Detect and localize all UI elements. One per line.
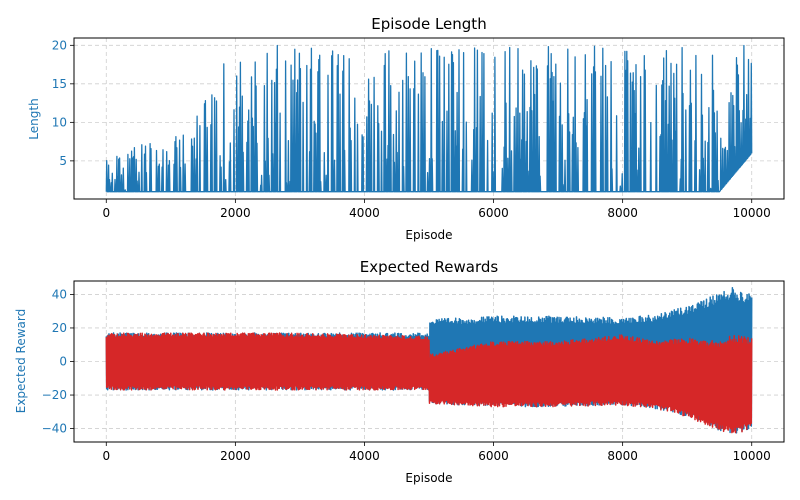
x-tick-label: 8000 (607, 206, 638, 220)
y-tick-label: −20 (42, 388, 67, 402)
x-tick-label: 4000 (349, 449, 380, 463)
y-axis-label: Expected Reward (14, 309, 28, 414)
series-line (105, 44, 753, 193)
series-group (105, 287, 753, 434)
subplot-episode-length: Episode Length 0 2000 4000 6000 8000 10000 5 1… (27, 15, 785, 242)
y-ticks: −40 −20 0 20 40 (42, 287, 74, 436)
x-tick-label: 8000 (607, 449, 638, 463)
x-tick-label: 2000 (220, 449, 251, 463)
y-axis-label: Length (27, 98, 41, 139)
x-tick-label: 10000 (733, 206, 771, 220)
y-tick-label: 0 (59, 355, 67, 369)
chart-title: Expected Rewards (360, 258, 499, 276)
series-line (105, 332, 753, 434)
x-axis-label: Episode (405, 228, 452, 242)
x-axis-label: Episode (405, 471, 452, 485)
series-group (105, 44, 753, 193)
x-tick-label: 0 (102, 449, 110, 463)
x-tick-label: 4000 (349, 206, 380, 220)
y-ticks: 5 10 15 20 (52, 38, 74, 168)
chart-title: Episode Length (371, 15, 486, 33)
axes-frame (73, 37, 785, 200)
y-tick-label: 40 (52, 287, 67, 301)
y-tick-label: 5 (59, 154, 67, 168)
y-tick-label: 10 (52, 115, 67, 129)
x-ticks: 0 2000 4000 6000 8000 10000 (102, 442, 771, 463)
x-tick-label: 6000 (478, 206, 509, 220)
subplot-expected-rewards: Expected Rewards 0 2000 4000 6000 8000 10000 … (14, 258, 785, 485)
y-tick-label: −40 (42, 422, 67, 436)
y-tick-label: 15 (52, 77, 67, 91)
x-tick-label: 10000 (733, 449, 771, 463)
x-tick-label: 6000 (478, 449, 509, 463)
y-tick-label: 20 (52, 38, 67, 52)
x-ticks: 0 2000 4000 6000 8000 10000 (102, 199, 771, 220)
x-tick-label: 0 (102, 206, 110, 220)
x-tick-label: 2000 (220, 206, 251, 220)
y-tick-label: 20 (52, 321, 67, 335)
